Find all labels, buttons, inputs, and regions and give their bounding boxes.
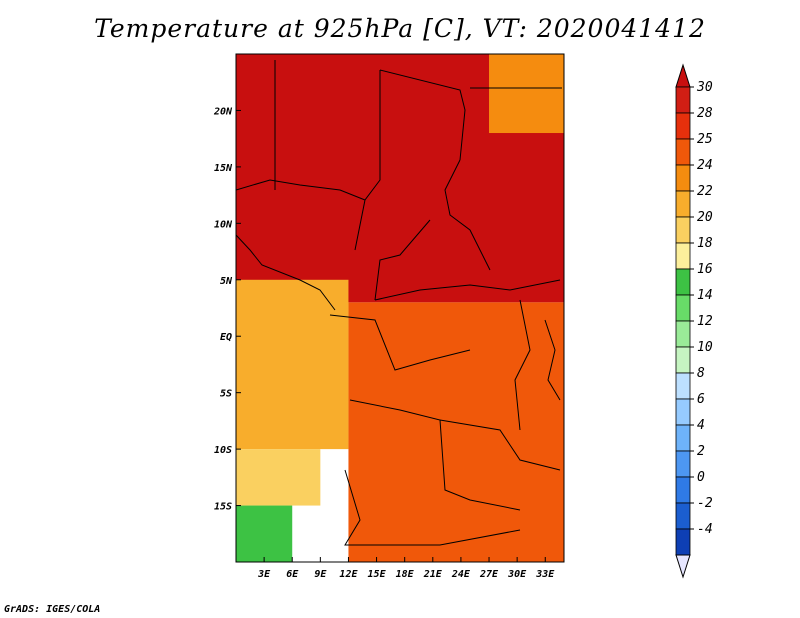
y-tick-label: 15N bbox=[214, 163, 233, 174]
x-tick-label: 6E bbox=[286, 569, 299, 580]
region-gulf-coast bbox=[236, 279, 349, 450]
colorbar-swatch bbox=[675, 164, 691, 192]
border-line bbox=[379, 69, 466, 161]
y-tick-label: 10N bbox=[214, 219, 233, 230]
border-line bbox=[544, 319, 561, 401]
colorbar-swatch bbox=[675, 502, 691, 530]
temperature-field bbox=[236, 54, 564, 562]
colorbar-swatch bbox=[675, 138, 691, 166]
colorbar-over-arrow bbox=[675, 63, 691, 88]
colorbar-label: 4 bbox=[697, 418, 705, 433]
colorbar-label: 10 bbox=[697, 340, 713, 355]
x-tick-label: 3E bbox=[257, 569, 271, 580]
border-line bbox=[354, 70, 381, 251]
y-tick-label: 20N bbox=[213, 106, 233, 117]
border-line bbox=[329, 314, 471, 371]
x-tick-label: 24E bbox=[451, 569, 471, 580]
map-frame bbox=[235, 53, 565, 563]
x-tick-label: 21E bbox=[423, 569, 443, 580]
x-tick-label: 18E bbox=[396, 569, 415, 580]
colorbar-swatch bbox=[675, 528, 691, 556]
colorbar-label: 14 bbox=[697, 288, 713, 303]
colorbar-swatch bbox=[675, 86, 691, 114]
x-tick-label: 9E bbox=[314, 569, 327, 580]
border-line bbox=[374, 219, 431, 301]
border-line bbox=[439, 419, 561, 471]
colorbar-swatch bbox=[675, 372, 691, 400]
colorbar-label: 12 bbox=[697, 314, 713, 329]
border-line bbox=[236, 179, 366, 201]
x-tick-label: 30E bbox=[507, 569, 527, 580]
colorbar-label: 25 bbox=[697, 132, 713, 147]
y-axis: 20N 15N 10N 5N EQ 5S 10S 15S bbox=[213, 106, 241, 513]
y-tick-label: 5S bbox=[220, 389, 232, 400]
x-tick-label: 15E bbox=[368, 569, 387, 580]
colorbar-swatch bbox=[675, 320, 691, 348]
border-line bbox=[514, 299, 531, 431]
colorbar-label: 6 bbox=[697, 392, 705, 407]
x-tick-label: 33E bbox=[535, 569, 555, 580]
colorbar-label: 30 bbox=[696, 80, 713, 95]
region-southwest-cool bbox=[236, 449, 321, 506]
colorbar-swatch bbox=[675, 398, 691, 426]
colorbar-label: 24 bbox=[697, 158, 713, 173]
colorbar-label: -2 bbox=[697, 496, 713, 511]
colorbar-swatch bbox=[675, 216, 691, 244]
border-line bbox=[444, 159, 491, 271]
colorbar-label: -4 bbox=[697, 522, 713, 537]
border-line bbox=[349, 399, 521, 511]
x-tick-label: 27E bbox=[479, 569, 499, 580]
region-southwest-green bbox=[236, 505, 293, 562]
border-line bbox=[236, 234, 336, 311]
colorbar-label: 22 bbox=[697, 184, 713, 199]
colorbar-swatch bbox=[675, 242, 691, 270]
colorbar-swatch bbox=[675, 346, 691, 374]
colorbar-label: 2 bbox=[697, 444, 705, 459]
y-tick-label: EQ bbox=[220, 332, 232, 343]
colorbar-label: 8 bbox=[697, 366, 705, 381]
colorbar-swatch bbox=[675, 294, 691, 322]
x-tick-label: 12E bbox=[339, 569, 358, 580]
colorbar-swatch bbox=[675, 476, 691, 504]
y-tick-label: 15S bbox=[214, 502, 232, 513]
colorbar-label: 0 bbox=[697, 470, 705, 485]
colorbar-swatch bbox=[675, 112, 691, 140]
y-tick-label: 10S bbox=[214, 445, 232, 456]
colorbar-swatch bbox=[675, 450, 691, 478]
colorbar-label: 20 bbox=[697, 210, 713, 225]
region-central-basin bbox=[348, 302, 564, 562]
colorbar-swatch bbox=[675, 268, 691, 296]
border-line bbox=[344, 469, 521, 546]
chart-title: Temperature at 925hPa [C], VT: 202004141… bbox=[94, 14, 706, 43]
colorbar-swatch bbox=[675, 190, 691, 218]
colorbar-label: 28 bbox=[697, 106, 713, 121]
x-axis: 3E 6E 9E 12E 15E 18E 21E 24E 27E 30E 33E bbox=[257, 557, 555, 580]
colorbar-label: 16 bbox=[697, 262, 713, 277]
colorbar-swatch bbox=[675, 424, 691, 452]
region-northeast-warm bbox=[489, 54, 564, 134]
border-line bbox=[374, 279, 561, 301]
colorbar-under-arrow bbox=[675, 554, 691, 579]
country-borders bbox=[236, 60, 562, 546]
y-tick-label: 5N bbox=[220, 276, 233, 287]
colorbar-label: 18 bbox=[697, 236, 713, 251]
grads-credit: GrADS: IGES/COLA bbox=[4, 604, 101, 615]
